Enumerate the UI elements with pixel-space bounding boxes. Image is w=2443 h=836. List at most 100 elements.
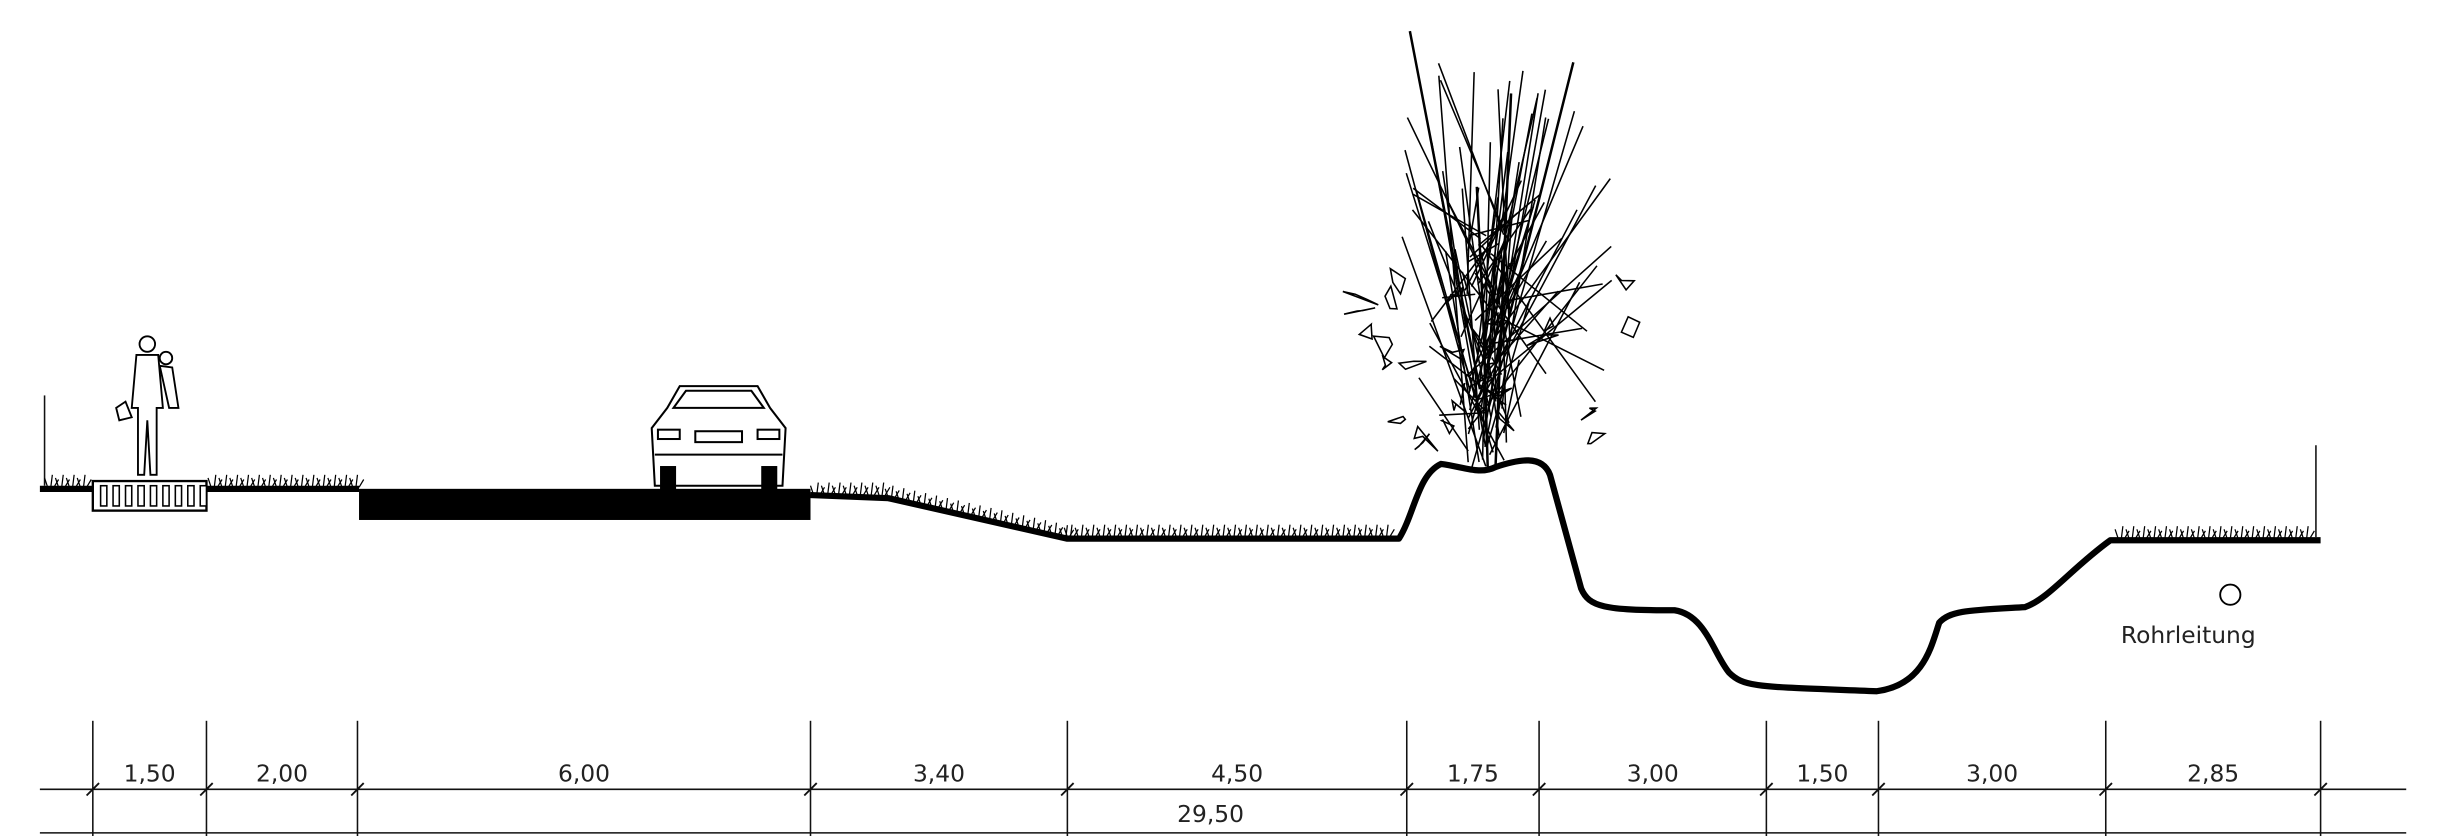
grass-tuft [1238, 524, 1254, 538]
branch [1500, 260, 1508, 443]
grass-tuft [1281, 524, 1297, 538]
grass-tuft [294, 474, 310, 488]
branch [1506, 240, 1548, 310]
grass-tuft [54, 474, 71, 488]
grass-tuft [1048, 522, 1064, 536]
grass-tuft [875, 482, 891, 496]
grass-tuft [1085, 524, 1101, 538]
branch [1482, 93, 1539, 442]
branch [1441, 171, 1467, 327]
grass-tuft [1015, 515, 1031, 529]
leaf-cluster [1387, 415, 1407, 425]
leaf-cluster [1446, 285, 1464, 304]
grass-tuft [960, 502, 977, 516]
leaf-cluster [1342, 290, 1379, 306]
grass-tuft [1292, 524, 1308, 538]
branch [1418, 377, 1469, 452]
leaf-cluster [1450, 398, 1467, 413]
grate-bar [149, 484, 158, 507]
grass-tuft [76, 474, 92, 488]
leaf-cluster [1389, 267, 1407, 296]
grass-tuft [950, 500, 966, 514]
grass-tuft [1026, 517, 1042, 531]
leaf-cluster [1470, 326, 1488, 357]
grass-tuft [1004, 512, 1020, 526]
branch [1477, 194, 1540, 247]
grass-tuft [1227, 524, 1243, 538]
grass-tuft [2212, 526, 2228, 539]
grass-tuft [283, 474, 299, 488]
grass-tuft [831, 482, 847, 496]
grass-tuft [1074, 524, 1090, 538]
dimension-slash [1532, 782, 1546, 797]
branch [1490, 253, 1588, 332]
branch [1504, 221, 1513, 299]
leaf-cluster [1357, 322, 1373, 341]
grass-tuft [305, 474, 321, 488]
grass-tuft [853, 482, 869, 496]
leaf-cluster [1439, 419, 1455, 436]
dimensions: 1,50 2,00 6,00 3,40 4,50 1,75 3,00 1,50 3,00 2,85 [85, 720, 2328, 836]
branch [1406, 117, 1499, 305]
grass-tuft [1194, 524, 1210, 538]
pipe-label: Rohrleitung [2121, 621, 2256, 649]
leaf-cluster [1372, 335, 1394, 360]
grass-tuft [251, 474, 267, 488]
grass-tuft [993, 510, 1009, 524]
total-dimension: 29,50 [1177, 800, 1244, 828]
branch [1495, 113, 1533, 303]
dimension-slash [199, 782, 214, 797]
grass-tuft [982, 507, 998, 521]
leaf-cluster [1615, 274, 1636, 292]
branch [1412, 187, 1482, 240]
grass-tuft [2234, 526, 2250, 539]
dimension-label: 4,50 [1211, 760, 1263, 788]
leaf-cluster [1343, 307, 1376, 315]
leaf-cluster [1543, 316, 1555, 332]
grass-tuft [261, 474, 278, 488]
grass-tuft [2147, 526, 2163, 539]
grass-tuft [1096, 524, 1112, 538]
grass-tuft [1270, 524, 1286, 538]
dimension-slash [1871, 782, 1886, 797]
grass-tuft [2277, 526, 2294, 539]
pipe [2219, 583, 2242, 606]
dimension-slash [1759, 782, 1774, 797]
tree [1342, 30, 1641, 468]
dimension-slash [2313, 782, 2328, 797]
leaf-cluster [1620, 315, 1641, 339]
dimension-label: 1,75 [1447, 760, 1499, 788]
grass-tuft [2223, 526, 2239, 539]
leaf-cluster [1381, 354, 1393, 371]
dimension-label: 3,00 [1627, 760, 1679, 788]
grass-tuft [2125, 526, 2141, 539]
grass-tuft [1161, 524, 1177, 538]
grass-tuft [1216, 524, 1232, 538]
grass-tuft [864, 482, 880, 496]
branch [1486, 298, 1531, 446]
branch [1495, 262, 1510, 303]
grass-tuft [2114, 526, 2130, 539]
dimension-slash [350, 782, 365, 797]
dimension-label: 1,50 [124, 760, 176, 788]
grass-tuft [2168, 526, 2185, 539]
leaf-cluster [1526, 334, 1559, 347]
leaf-cluster [1414, 433, 1431, 451]
leaf-cluster [1439, 345, 1466, 360]
grass-tuft [2256, 526, 2272, 539]
grass-tuft [1129, 524, 1145, 538]
grass-tuft [1347, 524, 1363, 538]
grass-tuft [1357, 524, 1374, 538]
grass-tuft [2179, 526, 2196, 539]
car [650, 385, 787, 490]
grass-tuft [820, 482, 836, 496]
dimension-label: 2,00 [256, 760, 308, 788]
dimension-slash [1060, 782, 1075, 797]
leaf-cluster [1413, 424, 1439, 452]
grass-tuft [1325, 524, 1341, 538]
branch [1461, 188, 1481, 430]
grass-tuft [43, 474, 60, 488]
grass-tuft [338, 474, 354, 488]
grass-tuft [2288, 526, 2305, 539]
